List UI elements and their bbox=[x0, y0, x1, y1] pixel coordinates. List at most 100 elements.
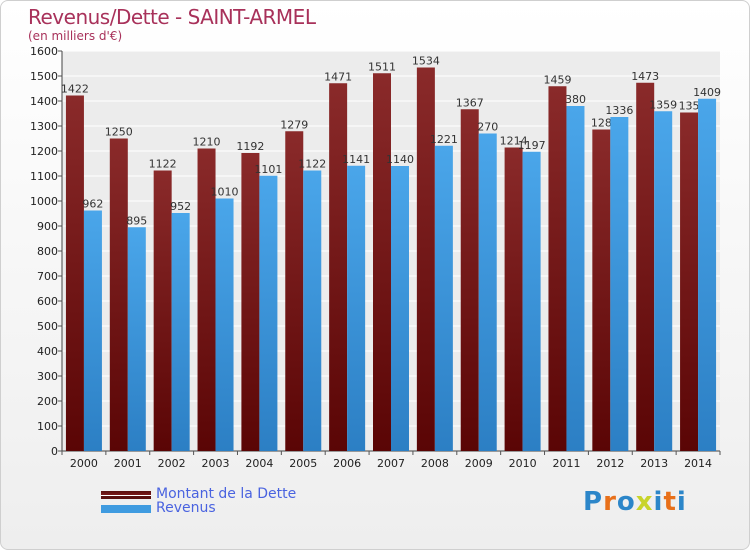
x-tick-label: 2014 bbox=[684, 457, 712, 470]
x-tick-label: 2009 bbox=[465, 457, 493, 470]
bar-debt bbox=[241, 153, 260, 451]
bar-revenue bbox=[347, 165, 366, 451]
x-tick-label: 2003 bbox=[202, 457, 230, 470]
data-label-debt: 1473 bbox=[631, 70, 659, 83]
data-label-debt: 1192 bbox=[236, 140, 264, 153]
y-tick-label: 100 bbox=[37, 420, 58, 433]
bar-revenue bbox=[434, 145, 453, 451]
data-label-debt: 1511 bbox=[368, 60, 396, 73]
x-tick-label: 2002 bbox=[158, 457, 186, 470]
y-tick-label: 200 bbox=[37, 395, 58, 408]
logo-letter: r bbox=[603, 487, 617, 517]
x-tick-label: 2013 bbox=[640, 457, 668, 470]
data-label-debt: 1122 bbox=[149, 158, 177, 171]
logo-letter: i bbox=[676, 487, 687, 517]
data-label-revenue: 1140 bbox=[386, 153, 414, 166]
bar-debt bbox=[109, 138, 128, 451]
bar-revenue bbox=[698, 98, 717, 451]
data-label-debt: 1422 bbox=[61, 83, 89, 96]
x-tick-label: 2007 bbox=[377, 457, 405, 470]
bar-revenue bbox=[391, 166, 409, 451]
bar-debt bbox=[373, 73, 391, 451]
data-label-debt: 1471 bbox=[324, 70, 352, 83]
y-tick-label: 1000 bbox=[30, 195, 58, 208]
data-label-debt: 128 bbox=[591, 117, 612, 130]
bar-revenue bbox=[83, 210, 102, 451]
y-tick-label: 1300 bbox=[30, 120, 58, 133]
bar-debt bbox=[65, 95, 84, 451]
y-tick-label: 400 bbox=[37, 345, 58, 358]
bar-revenue bbox=[215, 198, 234, 451]
data-label-revenue: 1122 bbox=[298, 158, 326, 171]
y-tick-label: 900 bbox=[37, 220, 58, 233]
bar-revenue bbox=[610, 117, 629, 451]
data-label-debt: 135 bbox=[679, 100, 700, 113]
x-tick-label: 2004 bbox=[245, 457, 273, 470]
y-tick-label: 700 bbox=[37, 270, 58, 283]
data-label-debt: 1367 bbox=[456, 96, 484, 109]
y-tick-label: 1600 bbox=[30, 45, 58, 58]
y-tick-label: 500 bbox=[37, 320, 58, 333]
x-tick-label: 2008 bbox=[421, 457, 449, 470]
logo-letter: x bbox=[635, 487, 654, 517]
x-tick-label: 2012 bbox=[596, 457, 624, 470]
legend-swatch-debt bbox=[101, 491, 151, 499]
x-tick-label: 2010 bbox=[509, 457, 537, 470]
data-label-revenue: 1101 bbox=[254, 163, 282, 176]
data-label-debt: 1250 bbox=[105, 126, 133, 139]
bar-revenue bbox=[654, 111, 673, 451]
bar-revenue bbox=[259, 175, 278, 451]
bar-revenue bbox=[478, 133, 497, 451]
x-tick-label: 2000 bbox=[70, 457, 98, 470]
data-label-revenue: 962 bbox=[82, 198, 103, 211]
y-tick-label: 0 bbox=[51, 445, 58, 458]
data-label-debt: 1534 bbox=[412, 55, 440, 68]
bar-debt bbox=[592, 129, 611, 451]
logo-letter: i bbox=[653, 487, 664, 517]
data-label-revenue: 952 bbox=[170, 200, 191, 213]
legend-label-debt: Montant de la Dette bbox=[156, 486, 297, 502]
bar-debt bbox=[680, 112, 699, 451]
data-label-revenue: 1409 bbox=[693, 86, 721, 99]
bar-revenue bbox=[566, 106, 585, 451]
chart-title: Revenus/Dette - SAINT-ARMEL bbox=[28, 5, 316, 29]
y-tick-label: 1200 bbox=[30, 145, 58, 158]
bar-revenue bbox=[522, 151, 541, 451]
proxiti-logo: Proxiti bbox=[583, 487, 687, 517]
data-label-revenue: 1221 bbox=[430, 133, 458, 146]
bar-debt bbox=[197, 148, 216, 451]
data-label-revenue: 1197 bbox=[518, 139, 546, 152]
bar-debt bbox=[504, 147, 523, 451]
bar-revenue bbox=[171, 213, 190, 451]
data-label-revenue: 1336 bbox=[605, 104, 633, 117]
bar-debt bbox=[416, 67, 435, 451]
y-tick-label: 1100 bbox=[30, 170, 58, 183]
x-tick-label: 2005 bbox=[289, 457, 317, 470]
bar-debt bbox=[153, 170, 172, 451]
logo-letter: P bbox=[583, 487, 604, 517]
data-label-debt: 1459 bbox=[543, 73, 571, 86]
data-label-debt: 1210 bbox=[193, 136, 221, 149]
data-label-revenue: 1141 bbox=[342, 153, 370, 166]
data-label-debt: 1214 bbox=[500, 135, 528, 148]
legend-swatch-revenue bbox=[101, 505, 151, 513]
data-label-debt: 1279 bbox=[280, 118, 308, 131]
bar-debt bbox=[285, 131, 304, 451]
y-tick-label: 600 bbox=[37, 295, 58, 308]
bar-revenue bbox=[127, 227, 146, 451]
data-label-revenue: 1359 bbox=[649, 98, 677, 111]
chart-subtitle: (en milliers d'€) bbox=[28, 29, 123, 43]
x-tick-label: 2006 bbox=[333, 457, 361, 470]
y-tick-label: 1400 bbox=[30, 95, 58, 108]
legend-label-revenue: Revenus bbox=[156, 500, 216, 516]
data-label-revenue: 1010 bbox=[211, 186, 239, 199]
x-tick-label: 2011 bbox=[552, 457, 580, 470]
y-tick-label: 800 bbox=[37, 245, 58, 258]
data-label-revenue: 895 bbox=[126, 214, 147, 227]
logo-letter: t bbox=[663, 487, 677, 517]
data-label-revenue: 380 bbox=[565, 93, 586, 106]
x-tick-label: 2001 bbox=[114, 457, 142, 470]
bar-debt bbox=[329, 83, 348, 451]
